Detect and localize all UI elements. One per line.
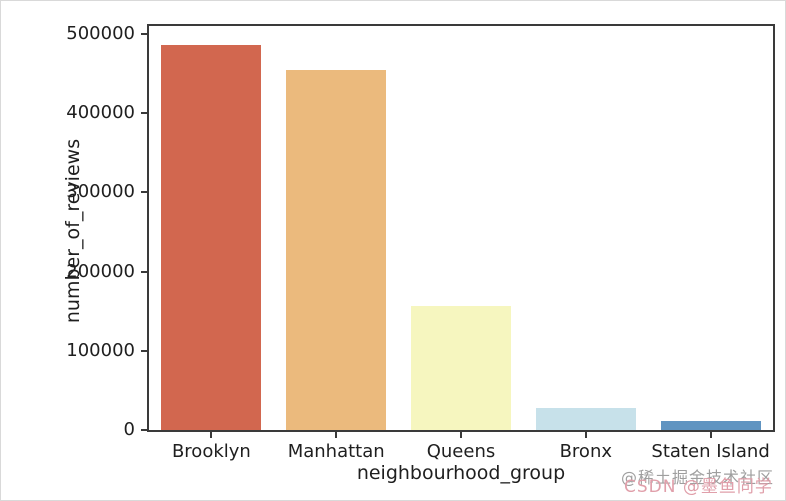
plot-area: Brooklyn Manhattan Queens Bronx Staten Islan… [66,23,775,462]
x-tick-mark [584,432,587,438]
y-tick-label: 300000 [66,181,135,203]
y-tick-mark [141,349,147,352]
y-tick-mark [141,112,147,115]
bar-brooklyn [161,45,262,430]
y-tick-label: 400000 [66,102,135,124]
bar-staten-island [660,420,761,430]
x-tick-label: Staten Island [651,441,770,462]
y-tick-mark [141,429,147,431]
x-tick-label: Brooklyn [171,441,251,462]
x-axis-label: neighbourhood_group [356,462,566,484]
x-tick-label: Bronx [559,441,613,462]
watermark-csdn-text: CSDN @墨鱼同学 [624,477,773,497]
x-tick-label: Manhattan [287,441,385,462]
y-tick-mark [141,32,147,35]
y-tick-label: 500000 [66,22,135,44]
watermark-juejin-text: @稀土掘金技术社区 [621,468,775,487]
y-tick-label: 200000 [66,260,135,282]
x-tick-mark [335,432,338,438]
x-tick-label: Queens [426,441,496,462]
y-axis-label: number_of_reviews [62,138,84,324]
x-tick-mark [210,432,213,438]
y-tick-mark [141,191,147,194]
y-tick-label: 100000 [66,339,135,361]
y-tick-label: 0 [123,419,135,440]
bar-queens [411,305,511,430]
bar-bronx [535,407,636,430]
y-tick-mark [141,270,147,273]
x-tick-mark [709,432,712,438]
bar-manhattan [286,69,387,430]
x-tick-mark [460,432,462,438]
